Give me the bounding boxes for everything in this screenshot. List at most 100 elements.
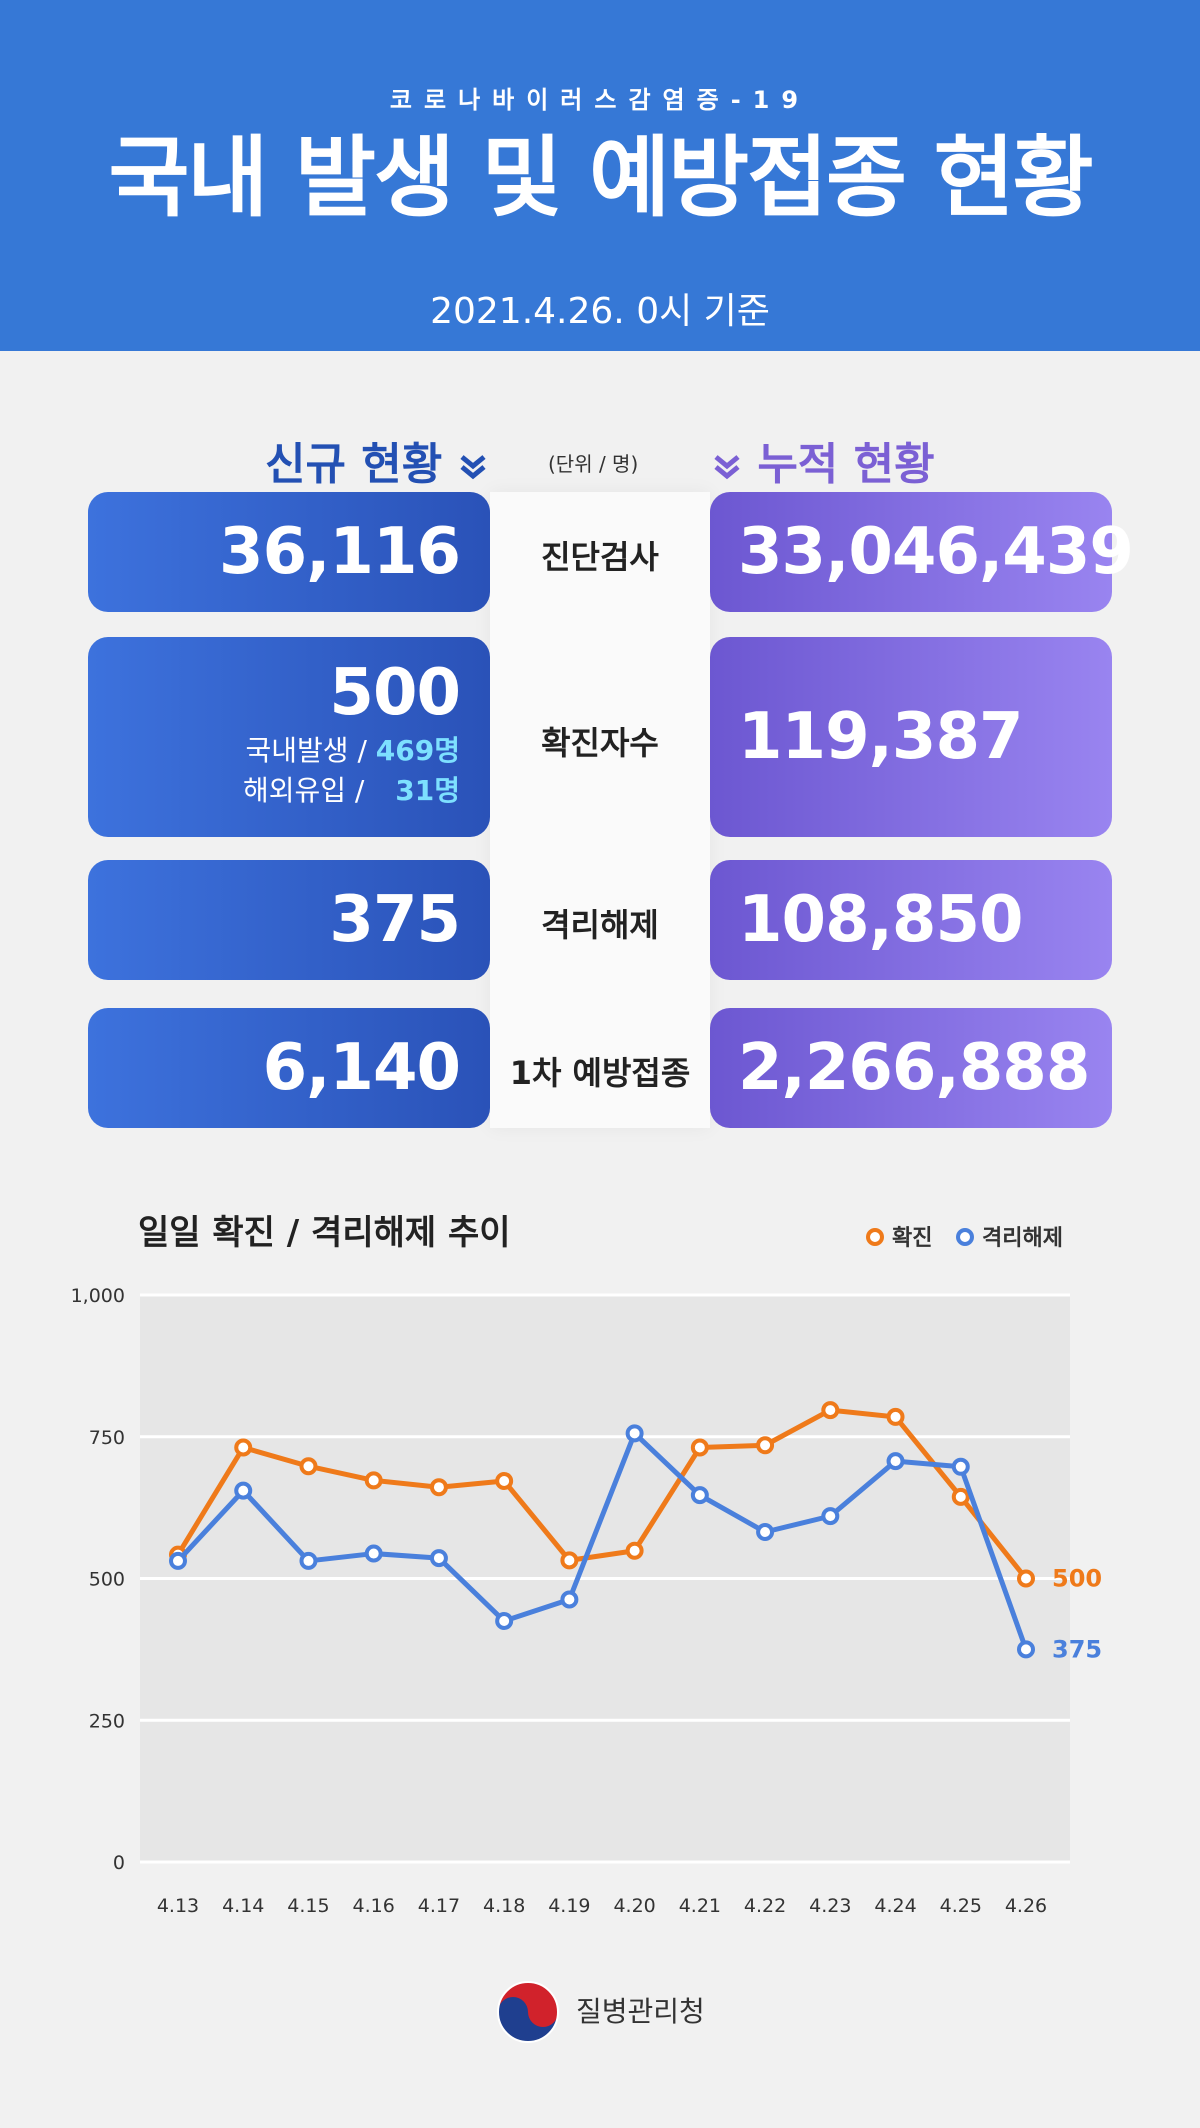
x-tick-label: 4.24 [874, 1895, 916, 1917]
grid-lines [140, 1293, 1070, 1864]
new-confirmed-card: 500 국내발생 / 469명 해외유입 / 31명 [88, 637, 490, 837]
x-tick-label: 4.20 [613, 1895, 655, 1917]
new-released-value: 375 [329, 883, 461, 957]
legend-marker-released [956, 1228, 974, 1246]
y-tick-label: 500 [89, 1569, 125, 1591]
y-tick-label: 0 [113, 1852, 125, 1874]
domestic-label: 국내발생 / [245, 734, 367, 767]
x-axis-ticks: 4.13 4.14 4.15 4.16 4.17 4.18 4.19 4.20 4.21 4.22… [157, 1895, 1047, 1917]
cumulative-tests-value: 33,046,439 [738, 515, 1134, 589]
legend-label-confirmed: 확진 [892, 1226, 933, 1251]
y-tick-label: 750 [89, 1427, 125, 1449]
x-tick-label: 4.23 [809, 1895, 851, 1917]
report-date: 2021.4.26. 0시 기준 [430, 291, 770, 332]
released-label: 격리해제 [541, 906, 659, 944]
vaccination-label: 1차 예방접종 [509, 1054, 691, 1092]
data-point [886, 1407, 905, 1426]
header-subtitle: 코로나바이러스감염증-19 [389, 86, 811, 114]
y-tick-label: 1,000 [71, 1285, 125, 1307]
domestic-value: 469명 [375, 734, 460, 767]
x-tick-label: 4.15 [287, 1895, 329, 1917]
new-released-card: 375 [88, 860, 490, 980]
header-banner: 코로나바이러스감염증-19 국내 발생 및 예방접종 현황 2021.4.26.… [0, 0, 1200, 351]
data-point [690, 1486, 709, 1505]
new-status-heading: 신규 현황 [265, 428, 488, 492]
data-point [299, 1551, 318, 1570]
data-point [821, 1401, 840, 1420]
data-point [234, 1438, 253, 1457]
x-tick-label: 4.25 [940, 1895, 982, 1917]
legend-item-released: 격리해제 [956, 1220, 1063, 1252]
agency-name: 질병관리청 [576, 1995, 705, 2028]
chart-series [169, 1401, 1035, 1659]
unit-label: (단위 / 명) [548, 452, 639, 476]
data-point [625, 1541, 644, 1560]
y-axis-ticks: 0 250 500 750 1,000 [71, 1285, 125, 1874]
data-point [951, 1457, 970, 1476]
confirmed-label: 확진자수 [541, 724, 659, 762]
data-point [299, 1457, 318, 1476]
data-point [364, 1544, 383, 1563]
series-line-released [176, 1430, 1029, 1651]
new-confirmed-value: 500 [329, 656, 461, 730]
data-point [429, 1549, 448, 1568]
cumulative-confirmed-value: 119,387 [738, 700, 1023, 774]
cumulative-status-label: 누적 현황 [757, 439, 935, 490]
cumulative-confirmed-card: 119,387 [710, 637, 1112, 837]
x-tick-label: 4.17 [418, 1895, 460, 1917]
x-tick-label: 4.16 [353, 1895, 395, 1917]
x-tick-label: 4.14 [222, 1895, 264, 1917]
data-point [690, 1438, 709, 1457]
data-point [429, 1478, 448, 1497]
x-tick-label: 4.21 [679, 1895, 721, 1917]
new-vaccination-card: 6,140 [88, 1008, 490, 1128]
imported-value: 31명 [395, 774, 460, 807]
cumulative-tests-card: 33,046,439 [710, 492, 1134, 612]
tests-label: 진단검사 [541, 538, 659, 576]
double-chevron-down-icon [714, 455, 740, 480]
legend-marker-confirmed [866, 1228, 884, 1246]
end-label: 500 [1052, 1565, 1102, 1593]
data-point [951, 1487, 970, 1506]
cumulative-vaccination-value: 2,266,888 [738, 1031, 1090, 1105]
new-status-label: 신규 현황 [265, 439, 443, 490]
y-tick-label: 250 [89, 1710, 125, 1732]
x-tick-label: 4.26 [1005, 1895, 1047, 1917]
x-tick-label: 4.13 [157, 1895, 199, 1917]
imported-breakdown: 해외유입 / 31명 [88, 771, 460, 811]
line-chart: 0 250 500 750 1,000 4.13 4.14 4.15 4.16 4.17 4.18… [71, 1285, 1103, 1917]
data-point [234, 1481, 253, 1500]
data-point [625, 1424, 644, 1443]
new-vaccination-value: 6,140 [262, 1031, 461, 1105]
data-point [169, 1551, 187, 1570]
center-label-strip [490, 492, 710, 1128]
legend-label-released: 격리해제 [982, 1226, 1063, 1251]
imported-label: 해외유입 / [242, 774, 365, 807]
x-tick-label: 4.22 [744, 1895, 786, 1917]
data-point [560, 1590, 579, 1609]
new-tests-card: 36,116 [88, 492, 490, 612]
cumulative-released-value: 108,850 [738, 883, 1023, 957]
taegeuk-emblem-icon [497, 1981, 559, 2043]
series-line-confirmed [175, 1407, 1028, 1581]
data-point [756, 1436, 775, 1455]
cumulative-status-heading: 누적 현황 [712, 428, 935, 492]
data-point [756, 1523, 775, 1542]
data-point [364, 1471, 383, 1490]
double-chevron-down-icon [459, 455, 486, 480]
cumulative-vaccination-card: 2,266,888 [710, 1008, 1112, 1128]
x-tick-label: 4.18 [483, 1895, 525, 1917]
legend-item-confirmed: 확진 [866, 1220, 932, 1252]
chart-title: 일일 확진 / 격리해제 추이 [138, 1213, 511, 1253]
data-point [495, 1612, 514, 1631]
new-tests-value: 36,116 [219, 515, 461, 589]
data-point [560, 1551, 579, 1570]
cumulative-released-card: 108,850 [710, 860, 1112, 980]
data-point [886, 1452, 905, 1471]
data-point [821, 1507, 840, 1526]
end-label: 375 [1052, 1635, 1102, 1663]
x-tick-label: 4.19 [548, 1895, 590, 1917]
data-point [1017, 1569, 1035, 1588]
domestic-breakdown: 국내발생 / 469명 [88, 731, 461, 771]
end-labels: 500 375 [1052, 1565, 1102, 1664]
